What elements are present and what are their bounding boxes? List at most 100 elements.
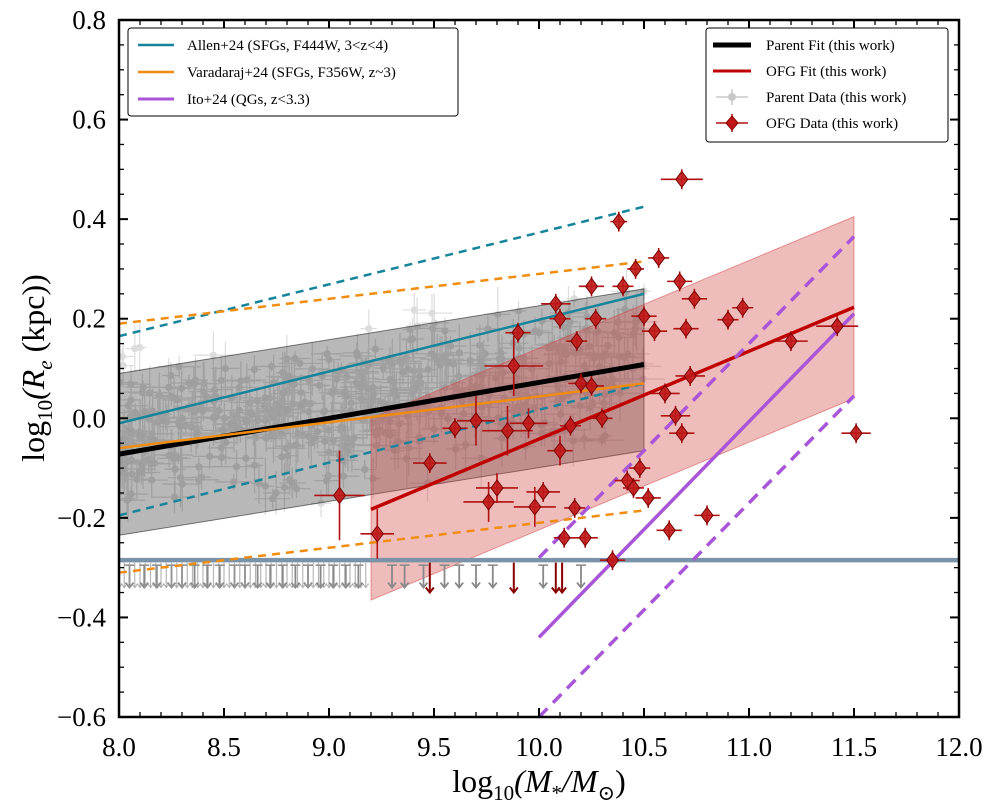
ofg-marker: [637, 307, 651, 326]
ofg-data-point: [566, 331, 588, 352]
parent-data-point: [354, 371, 382, 405]
parent-marker: [148, 476, 156, 484]
ofg-data-point: [360, 508, 395, 559]
parent-marker: [509, 407, 517, 415]
parent-marker: [369, 390, 377, 398]
parent-upper-limits: [119, 562, 586, 589]
parent-data-point: [357, 423, 396, 468]
parent-data-point: [174, 390, 211, 428]
parent-data-point: [150, 405, 184, 438]
parent-data-point: [217, 413, 250, 435]
ofg-data-point: [541, 293, 571, 314]
parent-marker: [178, 480, 186, 488]
parent-data-point: [591, 354, 618, 405]
parent-data-point: [279, 467, 306, 499]
ofg-data-point: [660, 405, 691, 426]
x-tick-label: 8.5: [207, 732, 241, 762]
parent-upper-limit-head: [262, 583, 270, 589]
parent-marker: [404, 365, 412, 373]
parent-data-point: [494, 347, 508, 359]
parent-data-point: [119, 442, 133, 483]
parent-data-point: [119, 458, 142, 490]
x-label-mid: /M: [560, 763, 600, 799]
parent-marker: [285, 372, 293, 381]
parent-data-point: [295, 370, 322, 390]
parent-marker: [492, 374, 500, 382]
parent-data-point: [187, 386, 215, 430]
ofg-upper-limit-head: [557, 586, 567, 595]
ofg-data-point: [841, 423, 871, 444]
parent-data-point: [327, 463, 360, 489]
parent-data-point: [252, 361, 291, 372]
parent-data-point: [206, 403, 232, 418]
line-ofg-fit: [370, 305, 855, 512]
parent-marker: [332, 375, 341, 384]
parent-data-point: [386, 340, 426, 376]
ofg-marker: [700, 506, 714, 525]
parent-marker: [323, 350, 331, 358]
parent-data-point: [614, 292, 659, 351]
ofg-marker: [658, 384, 672, 403]
ofg-data-point: [629, 458, 651, 479]
parent-data-point: [327, 409, 363, 466]
parent-data-point: [400, 365, 439, 388]
parent-marker: [556, 343, 564, 351]
legend-label-ito: Ito+24 (QGs, z<3.3): [187, 92, 310, 108]
ofg-data-point: [627, 258, 644, 279]
parent-data-point: [314, 465, 339, 497]
parent-marker: [248, 410, 256, 419]
parent-upper-limit-head: [220, 583, 228, 589]
parent-data-point: [317, 350, 341, 369]
parent-marker: [128, 470, 136, 478]
line-ito-24-lower: [537, 394, 856, 717]
y-label-sub2: e: [33, 360, 57, 369]
parent-marker: [372, 431, 380, 439]
parent-data-point: [339, 433, 356, 445]
parent-marker: [393, 439, 401, 447]
parent-marker: [497, 420, 506, 428]
ofg-marker: [673, 272, 687, 291]
parent-marker: [473, 384, 481, 392]
ofg-data-point: [513, 486, 556, 527]
parent-marker: [163, 417, 171, 426]
ofg-marker: [595, 409, 609, 428]
parent-data-point: [120, 376, 142, 424]
parent-data-point: [422, 408, 462, 420]
parent-data-point: [196, 384, 234, 395]
parent-marker: [167, 392, 175, 400]
ofg-marker: [784, 332, 798, 350]
parent-data-point: [353, 358, 393, 417]
parent-marker: [235, 383, 243, 392]
x-label-prefix: log: [452, 763, 493, 799]
parent-marker: [279, 369, 287, 377]
parent-marker: [170, 493, 179, 501]
parent-upper-limit-head: [189, 583, 196, 589]
legend-label-parent-fit: Parent Fit (this work): [766, 38, 895, 54]
ofg-marker: [584, 377, 599, 395]
parent-marker: [274, 400, 282, 408]
parent-data-point: [592, 343, 618, 364]
parent-marker: [406, 336, 415, 344]
parent-data-point: [123, 451, 140, 469]
parent-data-point: [602, 309, 627, 356]
ofg-marker: [570, 332, 584, 350]
parent-upper-limit-head: [202, 581, 212, 589]
parent-marker: [357, 369, 365, 377]
parent-data-point: [352, 459, 377, 480]
parent-marker: [269, 432, 278, 440]
parent-data-point: [171, 375, 207, 391]
ofg-data-point: [564, 497, 586, 518]
ofg-upper-limit-head: [425, 586, 435, 595]
parent-data-point: [372, 338, 412, 390]
parent-data-point: [364, 394, 378, 419]
parent-marker: [307, 439, 315, 447]
parent-data-point: [403, 321, 418, 337]
parent-marker: [411, 384, 419, 392]
parent-data-point: [381, 347, 399, 373]
parent-marker: [437, 410, 446, 418]
y-tick-label: 0.2: [72, 304, 106, 334]
y-label-body: (R: [15, 369, 51, 400]
ofg-data-point: [648, 248, 670, 268]
parent-upper-limit-head: [315, 583, 322, 589]
parent-marker: [395, 420, 403, 428]
